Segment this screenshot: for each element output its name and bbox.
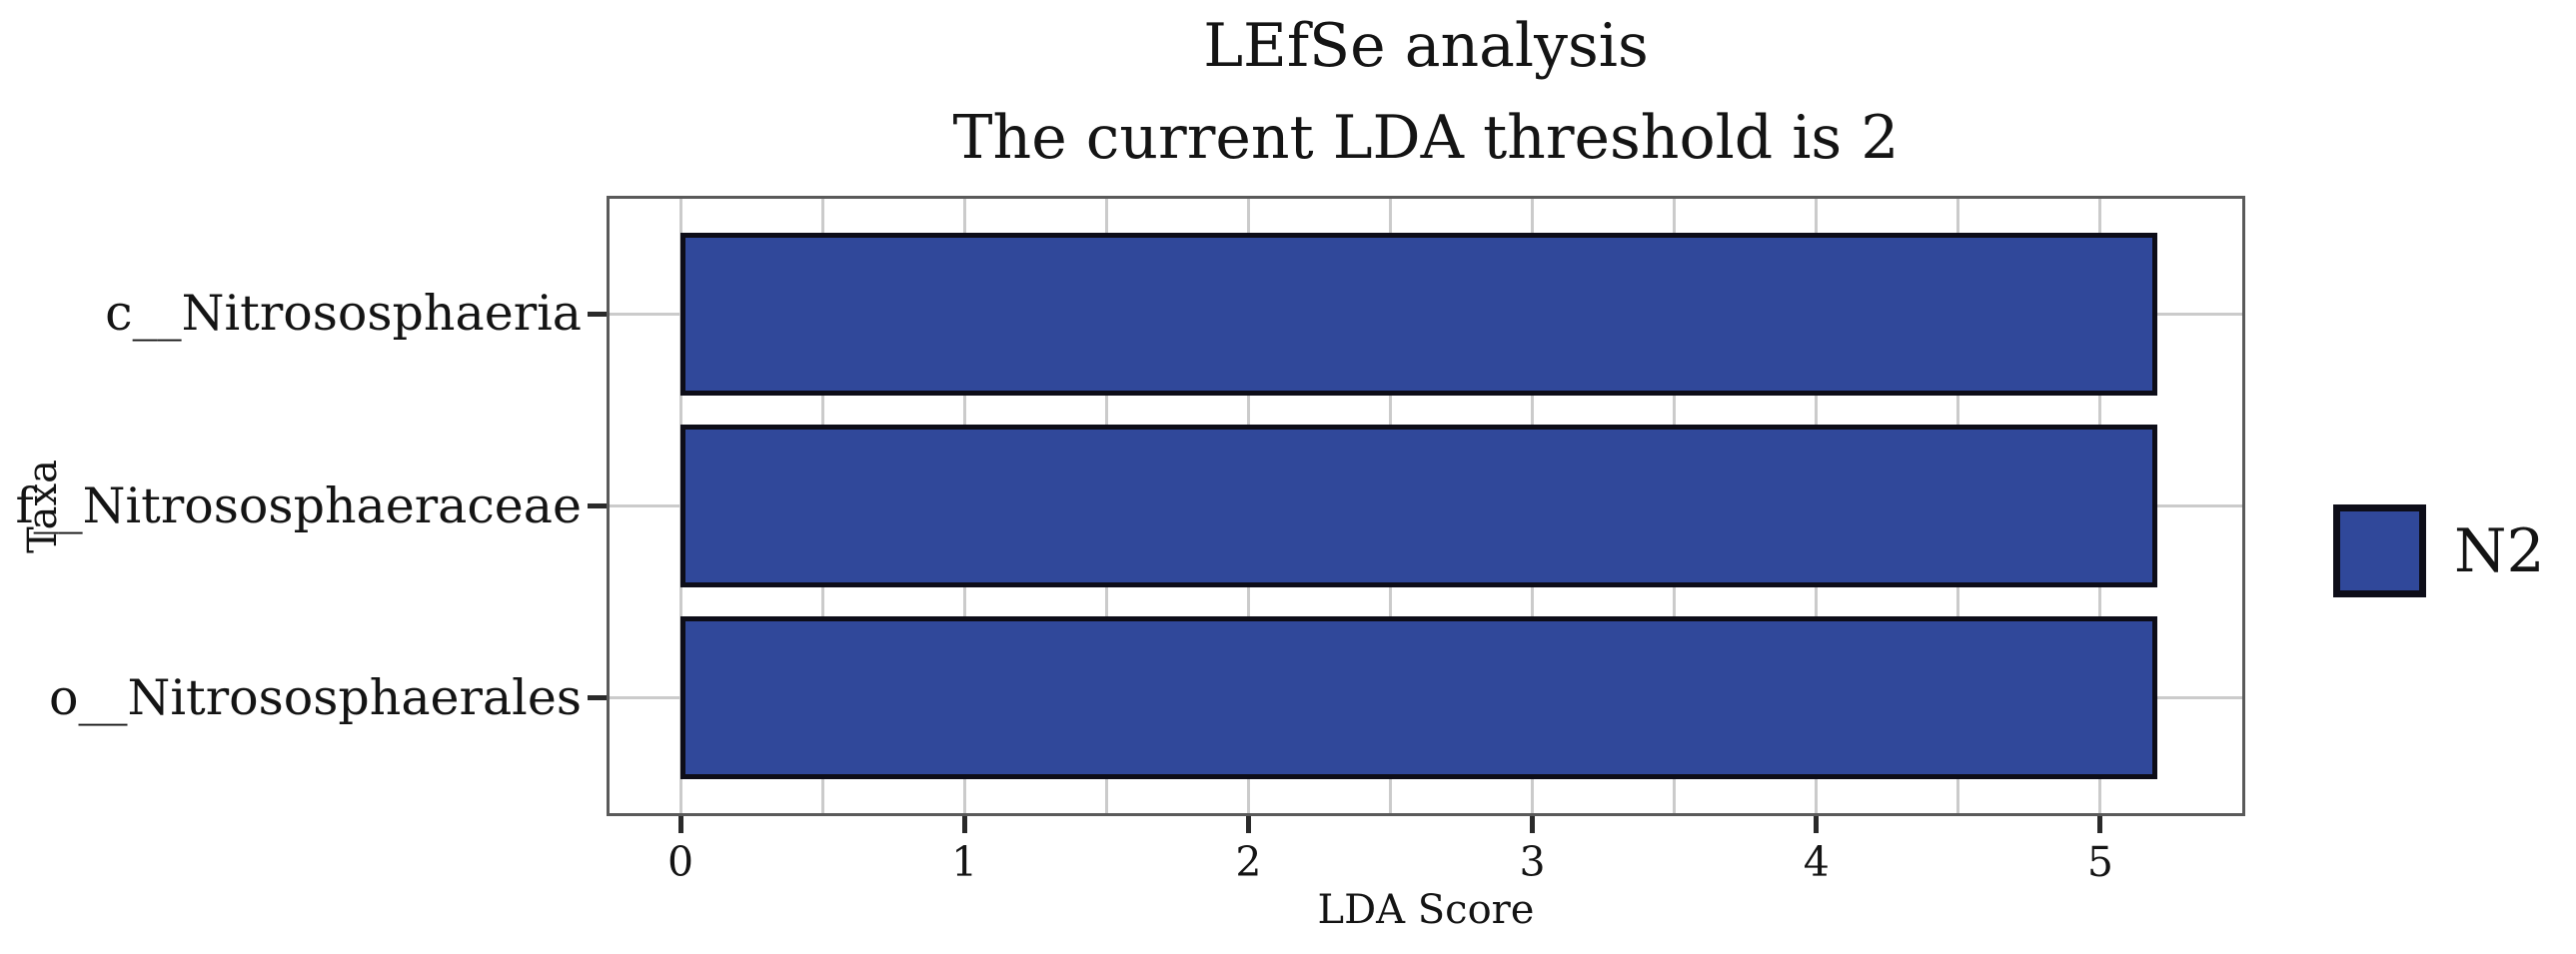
x-tick-label: 3: [1519, 838, 1546, 886]
bar-f__Nitrososphaeraceae: [680, 424, 2157, 588]
x-tick: [677, 816, 683, 833]
plot-area: [607, 196, 2245, 816]
x-tick: [1245, 816, 1251, 833]
y-tick: [588, 503, 607, 508]
y-axis-title: Taxa: [20, 460, 66, 553]
x-tick-label: 0: [666, 838, 694, 886]
x-tick: [961, 816, 967, 833]
plot-inner: [610, 199, 2242, 813]
x-tick-label: 4: [1803, 838, 1830, 886]
y-tick-label: c__Nitrososphaeria: [105, 285, 582, 343]
x-tick-label: 5: [2086, 838, 2113, 886]
x-tick: [2097, 816, 2103, 833]
y-tick-label: f__Nitrososphaeraceae: [15, 477, 582, 534]
x-tick: [1814, 816, 1820, 833]
y-tick-label: o__Nitrososphaerales: [48, 668, 582, 726]
chart-title: LEfSe analysis The current LDA threshold…: [607, 0, 2245, 184]
y-tick: [588, 311, 607, 317]
legend: N2: [2333, 504, 2545, 597]
x-tick-label: 2: [1235, 838, 1262, 886]
legend-label: N2: [2454, 515, 2545, 586]
x-tick-label: 1: [951, 838, 978, 886]
chart-title-line1: LEfSe analysis: [1203, 11, 1649, 81]
legend-swatch-n2: [2333, 504, 2426, 597]
x-tick: [1530, 816, 1536, 833]
bar-o__Nitrososphaerales: [680, 616, 2157, 780]
x-axis-title: LDA Score: [1317, 887, 1535, 933]
bar-c__Nitrososphaeria: [680, 232, 2157, 396]
chart-title-line2: The current LDA threshold is 2: [952, 103, 1900, 173]
y-tick: [588, 695, 607, 701]
